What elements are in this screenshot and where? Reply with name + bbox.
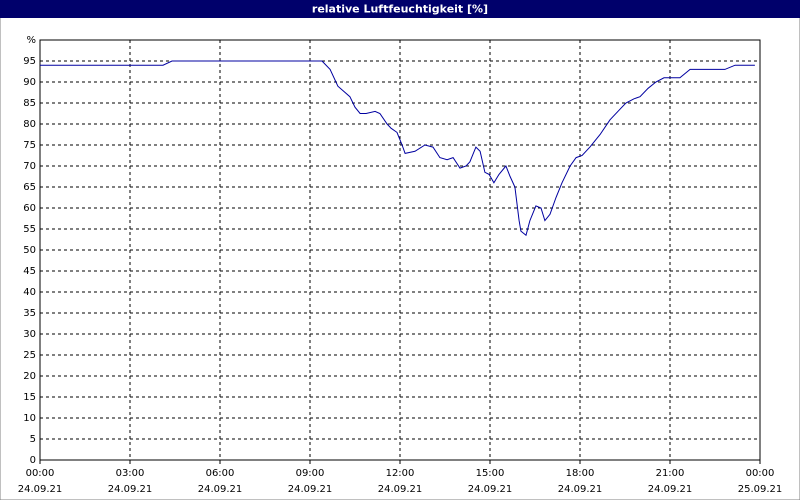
y-tick-label: 90 (23, 77, 36, 88)
y-tick-label: 95 (23, 56, 36, 67)
x-tick-date: 24.09.21 (288, 484, 333, 495)
x-tick-label: 00:00 (746, 468, 775, 479)
x-tick-date: 24.09.21 (648, 484, 693, 495)
y-tick-label: 55 (23, 224, 36, 235)
x-tick-date: 24.09.21 (378, 484, 423, 495)
x-tick-date: 24.09.21 (198, 484, 243, 495)
x-tick-label: 15:00 (476, 468, 505, 479)
y-tick-label: 30 (23, 329, 36, 340)
x-tick-date: 24.09.21 (108, 484, 153, 495)
y-tick-label: 40 (23, 287, 36, 298)
x-tick-label: 09:00 (296, 468, 325, 479)
y-tick-label: 70 (23, 161, 36, 172)
y-tick-label: 50 (23, 245, 36, 256)
y-tick-label: % (26, 35, 36, 46)
x-tick-date: 24.09.21 (558, 484, 603, 495)
chart-title: relative Luftfeuchtigkeit [%] (312, 3, 488, 16)
y-tick-label: 25 (23, 350, 36, 361)
y-tick-label: 80 (23, 119, 36, 130)
y-tick-label: 0 (30, 455, 36, 466)
plot-border (39, 39, 761, 461)
y-tick-label: 15 (23, 392, 36, 403)
y-tick-label: 20 (23, 371, 36, 382)
y-tick-label: 35 (23, 308, 36, 319)
x-tick-date: 24.09.21 (468, 484, 513, 495)
x-tick-label: 18:00 (566, 468, 595, 479)
y-tick-label: 5 (30, 434, 36, 445)
x-tick-label: 00:00 (26, 468, 55, 479)
x-tick-label: 12:00 (386, 468, 415, 479)
y-tick-label: 10 (23, 413, 36, 424)
y-tick-label: 75 (23, 140, 36, 151)
x-tick-label: 21:00 (656, 468, 685, 479)
y-tick-label: 60 (23, 203, 36, 214)
x-tick-label: 03:00 (116, 468, 145, 479)
x-tick-date: 25.09.21 (738, 484, 783, 495)
x-tick-date: 24.09.21 (18, 484, 63, 495)
y-tick-label: 85 (23, 98, 36, 109)
x-tick-label: 06:00 (206, 468, 235, 479)
data-line (40, 60, 755, 237)
title-bar (0, 0, 800, 18)
y-tick-label: 65 (23, 182, 36, 193)
y-tick-label: 45 (23, 266, 36, 277)
